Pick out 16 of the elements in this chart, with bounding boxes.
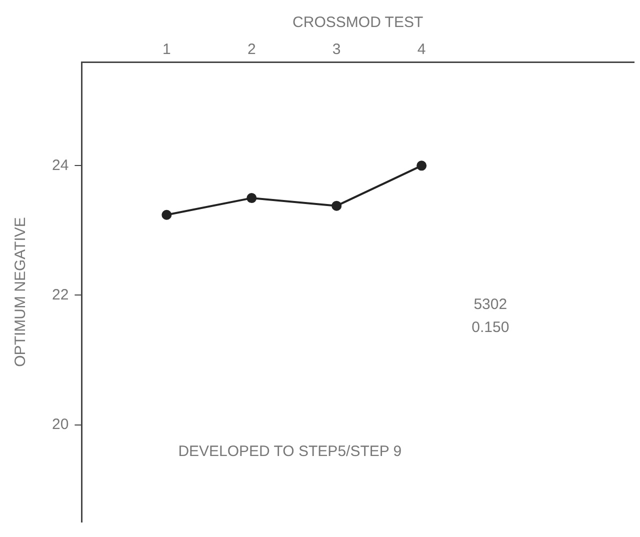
x-tick-label: 4 [417, 41, 426, 58]
y-tick-label: 24 [52, 156, 69, 174]
point [416, 160, 427, 171]
x-tick-label: 1 [162, 41, 171, 58]
annotation: 5302 [474, 296, 508, 314]
point [162, 210, 172, 220]
x-tick-label: 3 [332, 41, 341, 58]
point [246, 193, 257, 204]
point [332, 200, 342, 211]
annotation: DEVELOPED TO STEP5/STEP 9 [178, 442, 402, 460]
y-tick-label: 22 [52, 286, 69, 304]
annotation: 0.150 [472, 319, 510, 336]
x-tick-label: 2 [247, 41, 256, 58]
x-axis-title: CROSSMOD TEST [292, 14, 424, 32]
y-axis-title: OPTIMUM NEGATIVE [12, 217, 30, 367]
y-tick-label: 20 [52, 416, 69, 433]
